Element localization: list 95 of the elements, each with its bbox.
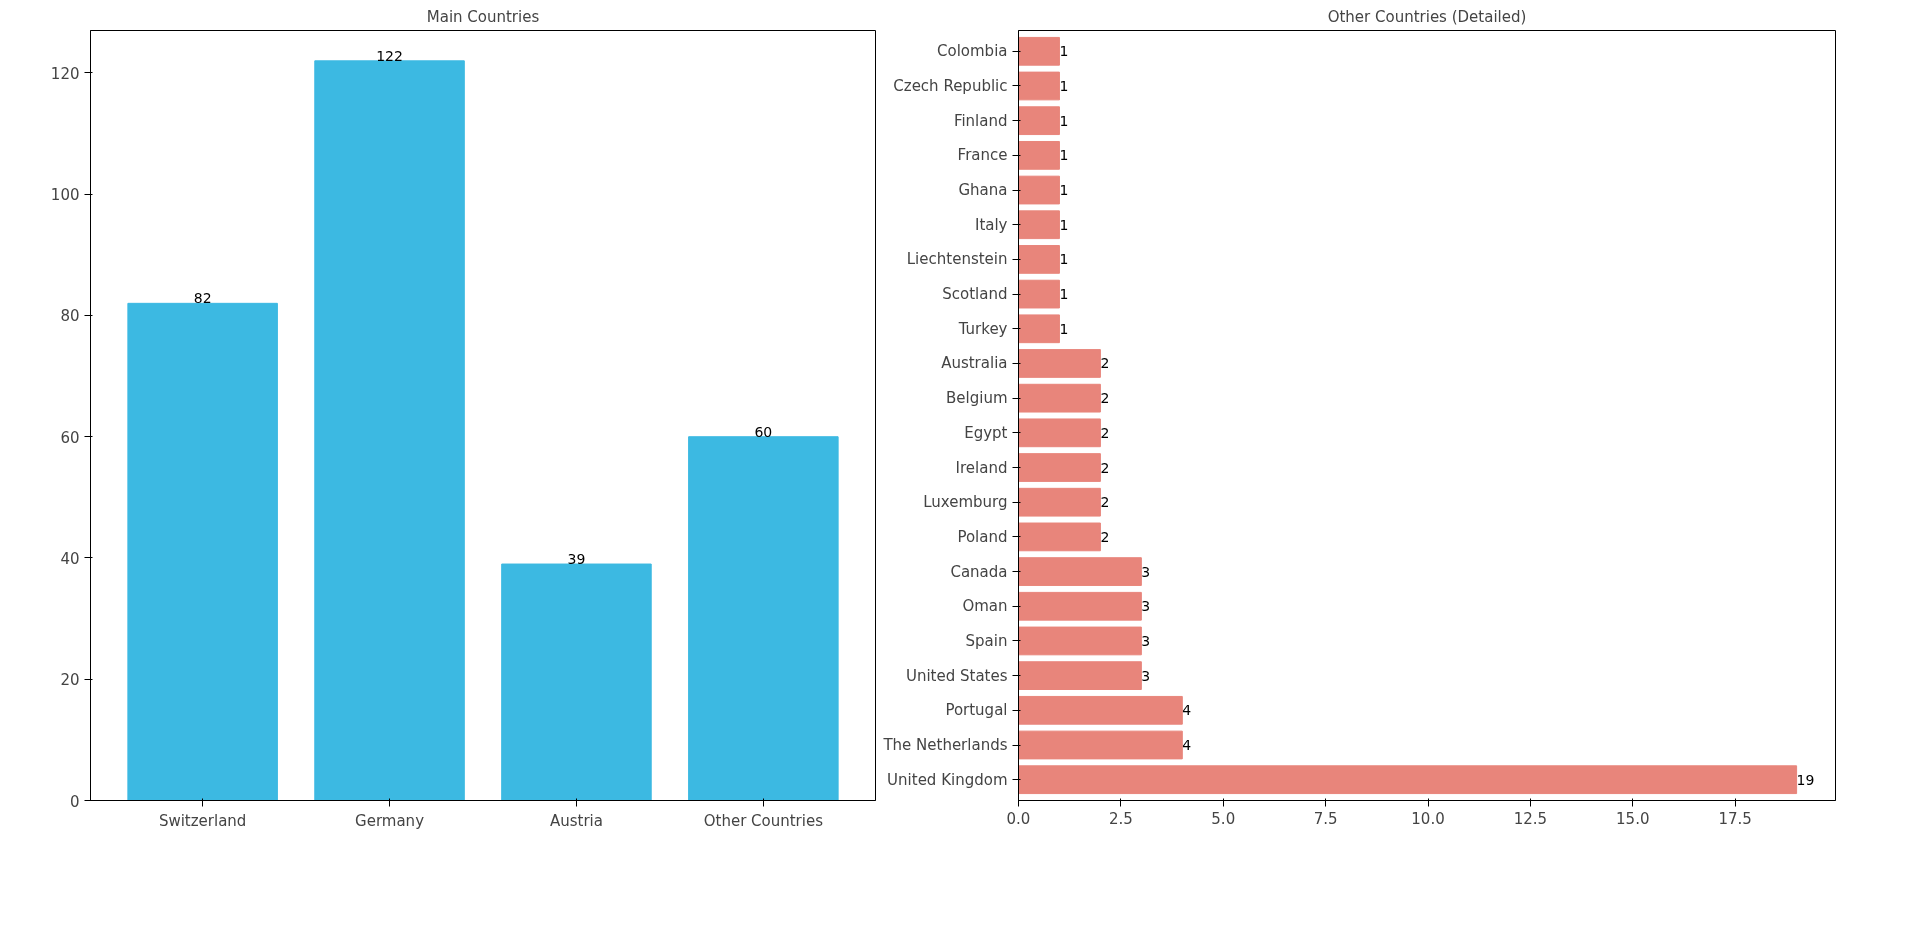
bar xyxy=(1018,210,1060,240)
x-tick-label: Germany xyxy=(355,811,425,830)
bar xyxy=(1018,245,1060,274)
bar xyxy=(688,436,839,801)
data-label: 60 xyxy=(754,423,773,440)
y-tick-label: 20 xyxy=(60,671,80,690)
y-tick-label: Colombia xyxy=(937,42,1008,61)
bar xyxy=(1018,661,1142,691)
bar xyxy=(1018,591,1142,621)
bar xyxy=(1018,453,1101,482)
data-label: 3 xyxy=(1141,667,1151,684)
bar xyxy=(1018,487,1101,517)
y-tick-label: 120 xyxy=(50,64,80,83)
bar xyxy=(1018,140,1060,170)
y-tick-label: United States xyxy=(905,666,1008,685)
data-label: 2 xyxy=(1100,355,1110,372)
data-label: 1 xyxy=(1059,286,1069,303)
data-label: 2 xyxy=(1100,424,1110,441)
y-tick-label: Scotland xyxy=(942,285,1008,304)
y-tick-label: Poland xyxy=(957,527,1008,546)
x-tick-label: 17.5 xyxy=(1718,809,1752,828)
data-label: 19 xyxy=(1796,771,1815,788)
y-tick-label: France xyxy=(957,146,1008,165)
data-label: 39 xyxy=(567,551,586,568)
bar xyxy=(1018,175,1060,205)
data-label: 1 xyxy=(1059,78,1069,94)
bar xyxy=(501,563,652,801)
data-label: 1 xyxy=(1059,320,1069,337)
x-tick-label: Austria xyxy=(549,811,603,830)
bar xyxy=(1018,557,1142,586)
y-tick-label: Czech Republic xyxy=(893,77,1008,95)
y-tick-label: Finland xyxy=(953,111,1008,130)
data-label: 3 xyxy=(1141,632,1151,649)
chart-title: Main Countries xyxy=(426,7,540,26)
x-tick-label: 12.5 xyxy=(1513,809,1548,828)
x-tick-label: 7.5 xyxy=(1313,809,1338,828)
bar xyxy=(1018,695,1183,725)
data-label: 1 xyxy=(1059,43,1069,60)
data-label: 2 xyxy=(1100,390,1110,407)
x-tick-label: Switzerland xyxy=(158,811,247,830)
x-tick-label: 2.5 xyxy=(1108,809,1133,828)
data-label: 4 xyxy=(1182,702,1192,719)
bar xyxy=(127,302,278,801)
y-tick-label: 40 xyxy=(60,549,80,568)
y-tick-label: The Netherlands xyxy=(882,736,1008,754)
y-tick-label: Ghana xyxy=(958,181,1008,200)
y-tick-label: Liechtenstein xyxy=(906,250,1008,269)
x-tick-label: 5.0 xyxy=(1211,809,1236,828)
data-label: 2 xyxy=(1100,528,1110,545)
x-tick-label: 0.0 xyxy=(1006,809,1031,828)
bar xyxy=(1018,349,1101,378)
y-tick-label: Egypt xyxy=(964,423,1008,442)
bar xyxy=(1018,314,1060,344)
y-tick-label: 80 xyxy=(60,307,80,326)
bar xyxy=(1018,106,1060,136)
data-label: 1 xyxy=(1059,182,1069,199)
bar xyxy=(1018,418,1101,448)
y-tick-label: Luxemburg xyxy=(923,493,1008,512)
y-tick-label: Oman xyxy=(962,597,1008,616)
bar xyxy=(1018,522,1101,552)
data-label: 1 xyxy=(1059,147,1069,164)
data-label: 122 xyxy=(376,47,403,64)
data-label: 2 xyxy=(1100,459,1110,476)
y-tick-label: Portugal xyxy=(945,701,1008,720)
data-label: 4 xyxy=(1182,737,1192,753)
data-label: 3 xyxy=(1141,598,1151,615)
data-label: 2 xyxy=(1100,494,1110,511)
y-tick-label: 100 xyxy=(50,186,80,205)
y-tick-label: 60 xyxy=(60,428,80,447)
bar xyxy=(1018,383,1101,413)
y-tick-label: 0 xyxy=(69,792,80,811)
bar xyxy=(1018,71,1060,101)
bar xyxy=(314,60,465,801)
x-tick-label: 15.0 xyxy=(1616,809,1650,828)
y-tick-label: Spain xyxy=(965,631,1008,650)
data-label: 82 xyxy=(193,290,212,307)
y-tick-label: United Kingdom xyxy=(887,770,1008,789)
data-label: 1 xyxy=(1059,251,1069,268)
data-label: 1 xyxy=(1059,112,1069,129)
bar xyxy=(1018,36,1060,66)
chart-title: Other Countries (Detailed) xyxy=(1327,7,1527,26)
y-tick-label: Canada xyxy=(950,562,1008,581)
y-tick-label: Ireland xyxy=(955,458,1008,477)
y-tick-label: Italy xyxy=(974,215,1008,234)
bar xyxy=(1018,765,1798,795)
data-label: 1 xyxy=(1059,216,1069,233)
bar xyxy=(1018,626,1142,656)
bar xyxy=(1018,730,1183,760)
bar xyxy=(1018,279,1060,309)
y-tick-label: Turkey xyxy=(957,319,1008,338)
x-tick-label: 10.0 xyxy=(1411,809,1445,828)
data-label: 3 xyxy=(1141,563,1151,580)
x-tick-label: Other Countries xyxy=(703,811,824,830)
y-tick-label: Belgium xyxy=(946,389,1008,408)
y-tick-label: Australia xyxy=(941,354,1008,373)
